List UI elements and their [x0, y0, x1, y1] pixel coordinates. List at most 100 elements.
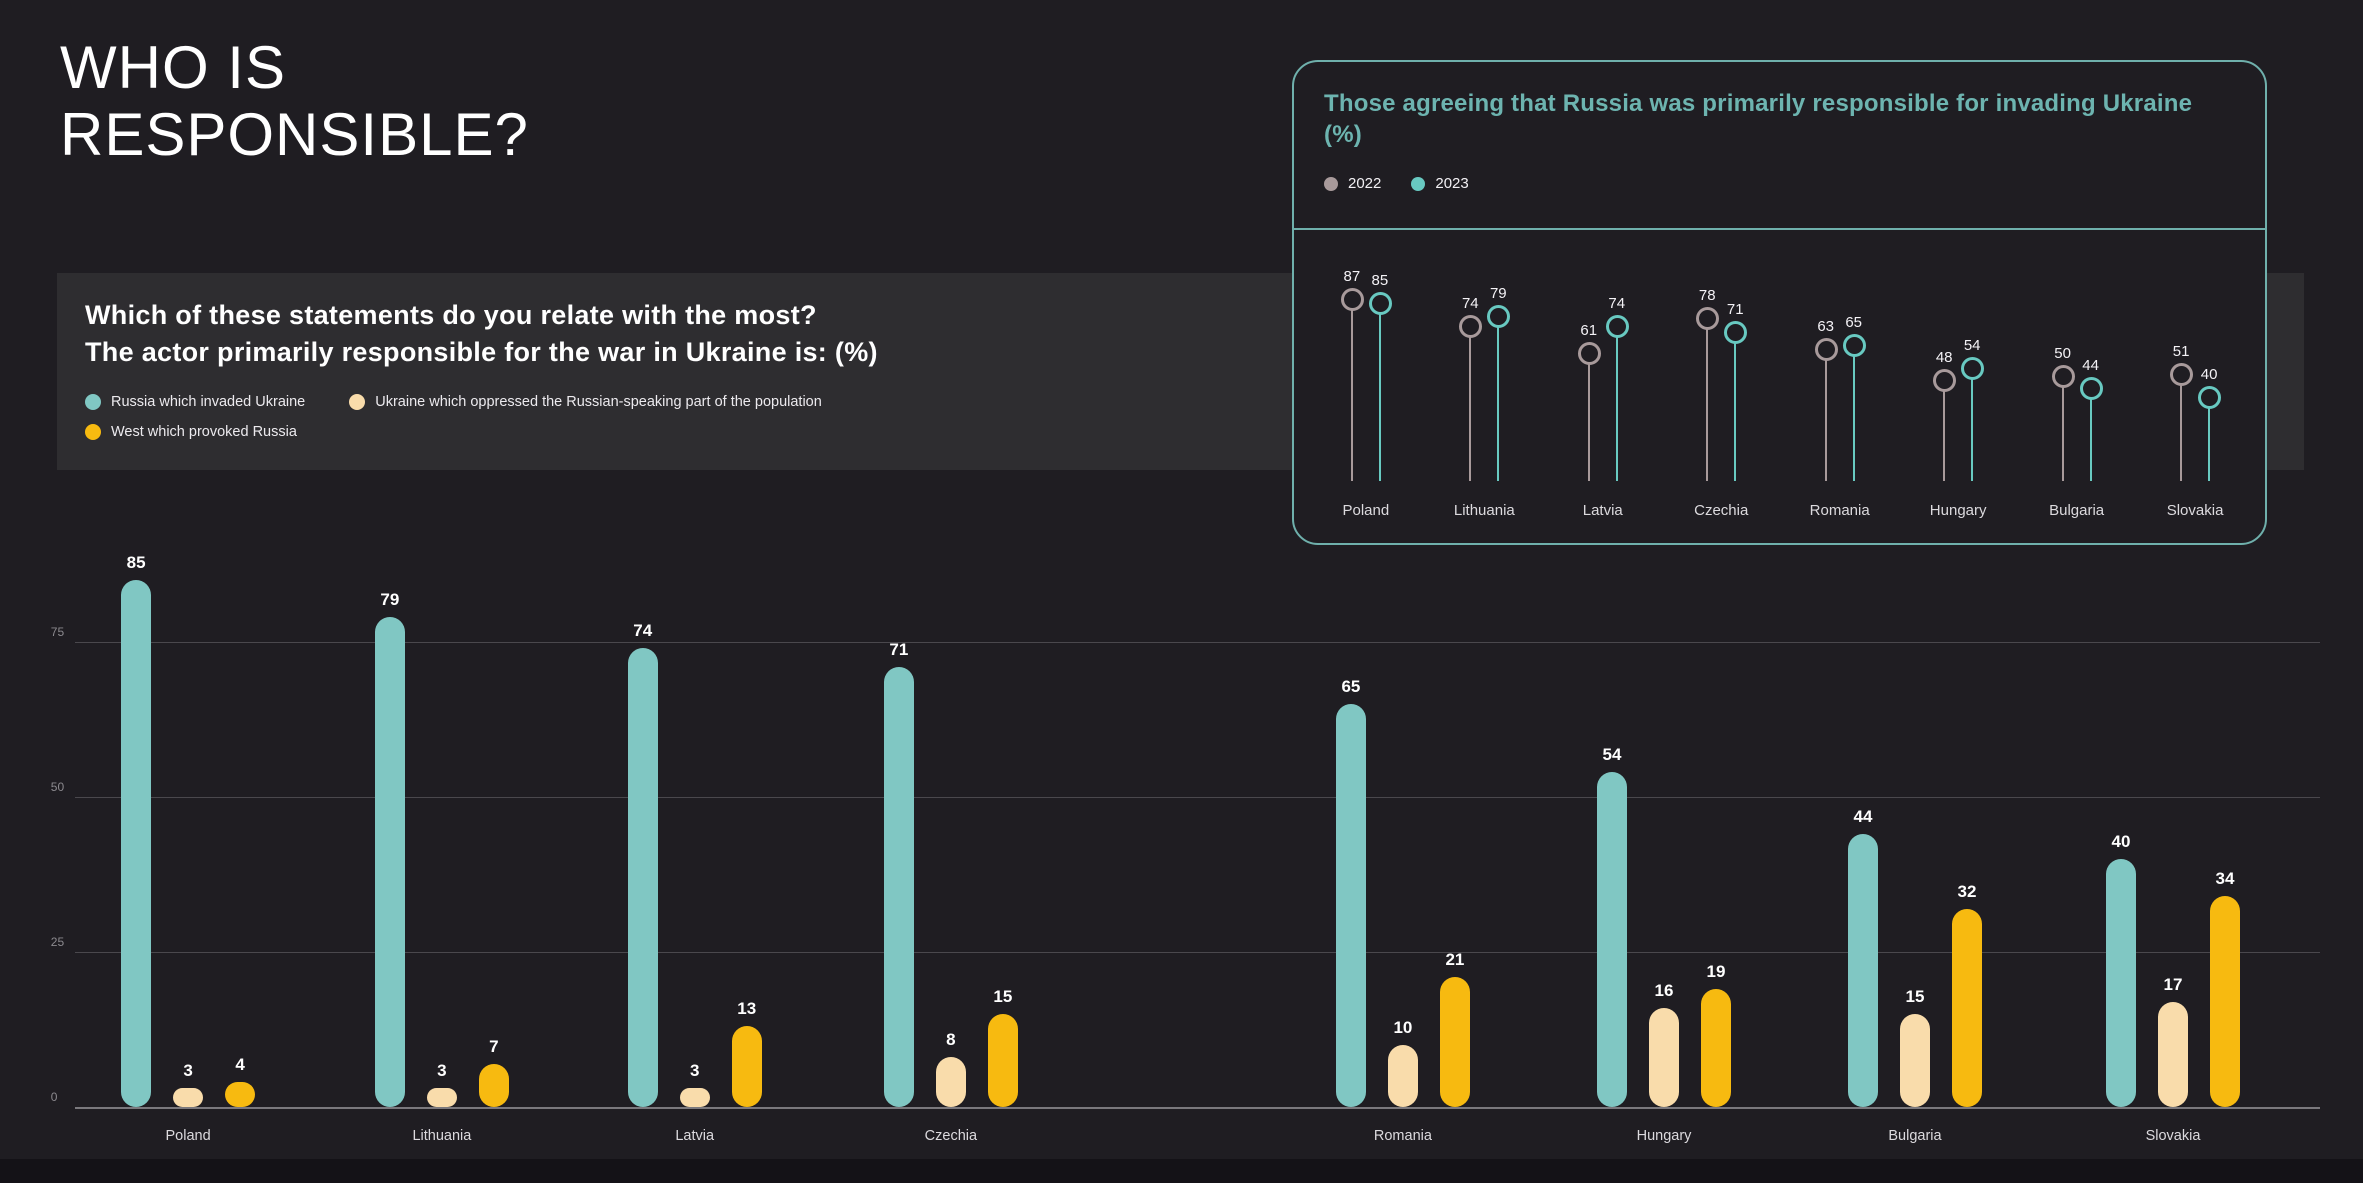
bar: [1951, 908, 1982, 1107]
bar-cell: 17: [2158, 975, 2188, 1107]
bar-group-hungary: 54 16 19: [1597, 745, 1732, 1107]
x-axis-category-label: Bulgaria: [1888, 1128, 1942, 1144]
gridline: [74, 642, 2320, 643]
lollipop-circle-icon: [1368, 292, 1392, 316]
bar-group-bulgaria: 44 15 32: [1847, 807, 1982, 1107]
legend-item: 2022: [1324, 175, 1381, 192]
lollipop-category-label: Hungary: [1929, 502, 1987, 519]
gridline: [74, 952, 2320, 953]
lollipop-value-label: 54: [1963, 336, 1981, 354]
lollipop-value-label: 61: [1580, 322, 1598, 340]
bar-cell: 40: [2106, 832, 2136, 1107]
question-line-1: Which of these statements do you relate …: [85, 300, 817, 330]
y-axis-tick-label: 0: [50, 1090, 58, 1104]
lollipop-category-label: Romania: [1809, 502, 1870, 519]
bar-group-lithuania: 79 3 7: [374, 590, 509, 1107]
bar: [1597, 772, 1628, 1107]
legend-label: Russia which invaded Ukraine: [111, 393, 306, 410]
lollipop-stick: [1706, 318, 1709, 481]
page-title: WHO IS RESPONSIBLE?: [60, 34, 529, 169]
bar: [1847, 834, 1878, 1107]
lollipop-circle-icon: [1696, 306, 1720, 330]
y-axis-tick-label: 50: [50, 780, 65, 794]
lollipop-value-label: 78: [1698, 286, 1716, 304]
bar-value-label: 85: [126, 553, 146, 572]
lollipop-category-label: Poland: [1342, 502, 1390, 519]
bar-value-label: 3: [689, 1061, 700, 1080]
bar-value-label: 74: [633, 621, 653, 641]
lollipop-value-label: 44: [2082, 357, 2099, 375]
legend-item: West which provoked Russia: [85, 423, 297, 440]
bar: [173, 1088, 204, 1107]
bar-cell: 7: [478, 1037, 509, 1107]
legend-dot-icon: [85, 423, 101, 440]
lollipop-stick: [1971, 368, 1974, 481]
bar-cell: 8: [935, 1030, 966, 1107]
x-axis-category-label: Slovakia: [2145, 1128, 2201, 1144]
bar-cell: 79: [374, 590, 405, 1107]
y-axis-tick-label: 25: [50, 935, 65, 949]
bar-cell: 3: [173, 1061, 204, 1107]
bar-value-label: 19: [1706, 962, 1726, 982]
bar: [883, 666, 914, 1107]
lollipop-stick: [2061, 377, 2064, 481]
lollipop-stick: [1734, 333, 1737, 481]
lollipop-category-label: Slovakia: [2166, 502, 2224, 519]
lollipop-stick: [1824, 349, 1827, 481]
legend-item: Ukraine which oppressed the Russian-spea…: [349, 393, 822, 410]
lollipop-value-label: 85: [1371, 272, 1389, 290]
bar: [627, 648, 658, 1107]
lollipop-stick: [2089, 389, 2092, 481]
lollipop-stick: [1587, 354, 1590, 481]
bar-cell: 85: [121, 553, 152, 1107]
bar: [225, 1082, 256, 1107]
lollipop-circle-icon: [1724, 321, 1748, 345]
bar: [1439, 976, 1470, 1107]
lollipop-stick: [1852, 345, 1855, 481]
lollipop-circle-icon: [2198, 385, 2222, 409]
legend-dot-icon: [85, 393, 101, 410]
lollipop-value-label: 51: [2172, 342, 2190, 360]
bar-cell: 65: [1335, 677, 1366, 1107]
x-axis-category-label: Poland: [165, 1128, 211, 1144]
lollipop-category-label: Lithuania: [1453, 502, 1515, 519]
bar: [1387, 1045, 1418, 1107]
lollipop-value-label: 74: [1461, 295, 1479, 313]
bar-cell: 3: [426, 1061, 457, 1107]
legend-dot-icon: [1411, 176, 1426, 191]
legend-item: Russia which invaded Ukraine: [85, 393, 306, 410]
bar: [2106, 859, 2136, 1107]
lollipop-circle-icon: [1933, 369, 1957, 393]
legend-item: 2023: [1411, 175, 1469, 192]
lollipop-circle-icon: [1459, 315, 1483, 339]
bar-cell: 15: [1899, 987, 1930, 1107]
lollipop-category-label: Latvia: [1582, 502, 1623, 519]
bar-cell: 54: [1597, 745, 1628, 1107]
bar-group-czechia: 71 8 15: [883, 639, 1018, 1107]
bar-value-label: 44: [1853, 807, 1873, 827]
lollipop-circle-icon: [1842, 333, 1866, 357]
bar-cell: 21: [1439, 950, 1470, 1107]
bar-value-label: 16: [1654, 980, 1674, 1000]
lollipop-stick: [1943, 381, 1946, 481]
bar-value-label: 3: [183, 1061, 193, 1080]
lollipop-circle-icon: [2170, 362, 2194, 386]
bar-value-label: 71: [889, 639, 909, 659]
x-axis-category-label: Hungary: [1636, 1128, 1692, 1144]
bar-cell: 16: [1649, 980, 1680, 1107]
lollipop-value-label: 71: [1726, 301, 1744, 319]
bar: [987, 1014, 1018, 1107]
legend-label: Ukraine which oppressed the Russian-spea…: [375, 393, 822, 410]
bar-group-latvia: 74 3 13: [627, 621, 762, 1107]
bar-value-label: 34: [2215, 869, 2235, 889]
main-chart-plot: 0 25 50 75 85 3 4 79 3 7 74 3 13 71 8 15 65 10 21 54 16 19 44 1…: [0, 520, 2363, 1109]
bar: [679, 1088, 710, 1107]
bar-value-label: 3: [437, 1061, 447, 1080]
bar: [426, 1088, 457, 1107]
bar: [478, 1063, 509, 1107]
lollipop-value-label: 79: [1489, 284, 1507, 302]
inset-panel-divider: [1294, 228, 2265, 230]
bar: [2158, 1001, 2188, 1107]
lollipop-value-label: 48: [1935, 349, 1953, 367]
lollipop-circle-icon: [2079, 377, 2103, 401]
